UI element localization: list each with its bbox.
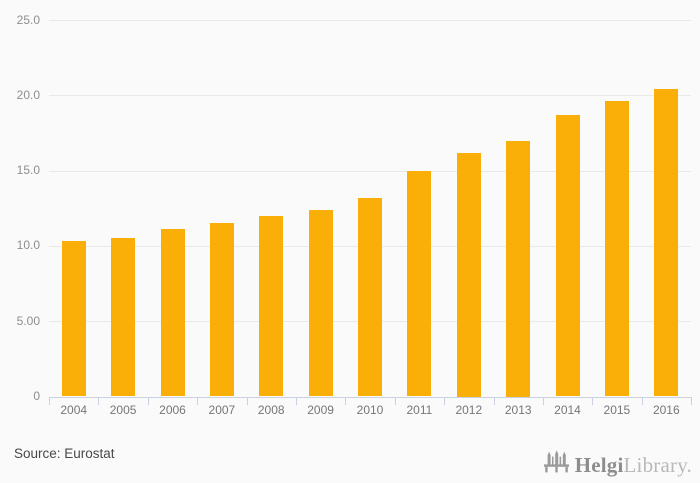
gridline-20.0 xyxy=(49,95,691,97)
y-axis-label: 10.0 xyxy=(16,238,40,253)
x-axis-tick xyxy=(295,397,297,405)
x-axis-label-2007: 2007 xyxy=(208,403,236,417)
x-axis-label-2009: 2009 xyxy=(307,403,334,417)
y-axis-label: 5.00 xyxy=(16,313,40,328)
x-axis-tick xyxy=(394,397,396,405)
x-axis-tick xyxy=(542,397,544,405)
x-axis-label-2004: 2004 xyxy=(60,403,88,417)
y-axis-label: 20.0 xyxy=(16,87,40,102)
y-axis-label: 0 xyxy=(33,389,40,403)
bar-2010[interactable] xyxy=(358,197,382,397)
x-axis-label-2012: 2012 xyxy=(455,403,483,417)
logo-text-primary: Helgi xyxy=(574,453,624,477)
bridge-icon xyxy=(543,450,569,473)
plot-area: 25.0 20.0 15.0 10.0 5.00 0 2004 2005 2006 2007 200… xyxy=(16,12,692,417)
bar-2004[interactable] xyxy=(61,241,86,397)
x-axis-label-2015: 2015 xyxy=(603,403,631,417)
helgi-library-logo[interactable]: Helgi Library. xyxy=(543,444,692,476)
source-text: Source: Eurostat xyxy=(14,446,115,461)
x-axis-tick xyxy=(246,397,248,405)
gridline-25.0 xyxy=(49,20,691,21)
x-axis-tick xyxy=(197,397,199,405)
x-axis-tick xyxy=(444,397,446,405)
x-axis-tick xyxy=(493,397,495,405)
x-axis-label-2014: 2014 xyxy=(554,403,581,417)
bar-2005[interactable] xyxy=(111,238,136,397)
x-axis-tick xyxy=(147,397,149,405)
y-axis-label: 25.0 xyxy=(16,12,40,27)
y-axis-label: 15.0 xyxy=(16,163,40,178)
bar-2007[interactable] xyxy=(209,223,234,397)
bar-2011[interactable] xyxy=(407,170,432,397)
footer: Source: Eurostat xyxy=(0,430,700,483)
x-axis-tick xyxy=(49,397,50,405)
bar-2006[interactable] xyxy=(160,229,185,397)
x-axis-tick xyxy=(641,397,643,405)
x-axis-line xyxy=(49,396,691,398)
x-axis-tick xyxy=(691,397,692,405)
x-axis-label-2011: 2011 xyxy=(406,403,433,417)
bar-2009[interactable] xyxy=(308,209,333,397)
x-axis-tick xyxy=(592,397,594,405)
x-axis-tick xyxy=(98,397,100,405)
x-axis-label-2016: 2016 xyxy=(652,403,680,417)
x-axis-label-2006: 2006 xyxy=(159,403,186,417)
bar-2016[interactable] xyxy=(654,89,679,397)
x-axis-label-2010: 2010 xyxy=(356,403,384,417)
bar-2014[interactable] xyxy=(555,114,580,397)
x-axis-tick xyxy=(345,397,347,405)
bar-2015[interactable] xyxy=(604,101,629,397)
x-axis-label-2008: 2008 xyxy=(257,403,285,417)
logo-text-secondary: Library. xyxy=(623,453,692,477)
x-axis-label-2013: 2013 xyxy=(504,403,532,417)
bar-2012[interactable] xyxy=(456,152,481,397)
bar-2008[interactable] xyxy=(259,215,284,397)
bar-2013[interactable] xyxy=(506,140,531,397)
x-axis-label-2005: 2005 xyxy=(109,403,137,417)
gridline-15.0 xyxy=(49,170,691,172)
